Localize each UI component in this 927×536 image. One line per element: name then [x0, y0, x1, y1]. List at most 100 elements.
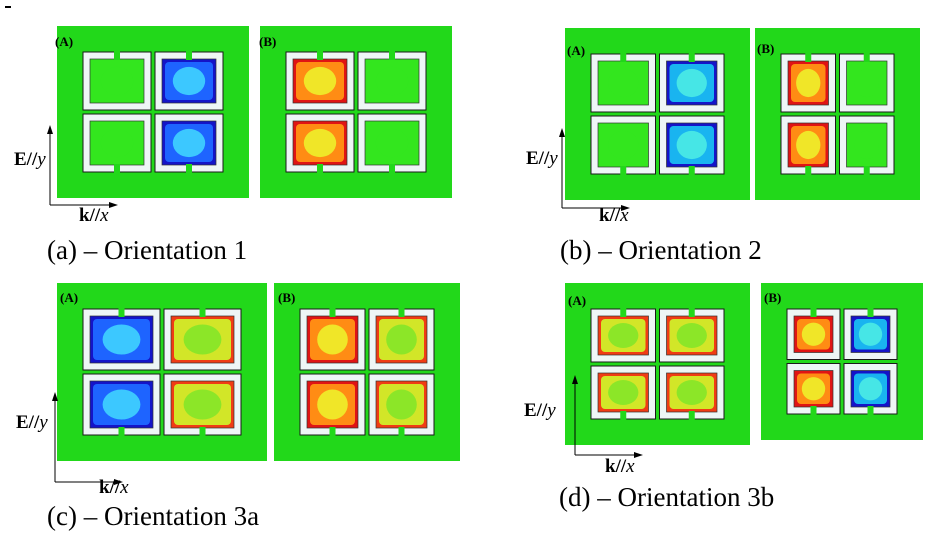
resonator-cell	[590, 365, 656, 420]
corner-mark	[5, 6, 11, 8]
ring-gap	[620, 53, 627, 62]
field-map	[565, 283, 750, 445]
ring-gap	[114, 51, 120, 60]
ring-gap	[329, 427, 336, 436]
cell-field-core	[801, 377, 826, 401]
cell-field-core	[100, 128, 134, 158]
cell-field-core	[375, 128, 409, 158]
cell-field-core	[102, 389, 141, 420]
ring-gap	[389, 51, 395, 60]
ring-gap	[688, 411, 695, 420]
cell-field-core	[608, 323, 639, 348]
axis-arrows	[47, 125, 118, 208]
cell-field-core	[858, 377, 883, 401]
resonator-cell	[82, 113, 152, 173]
ring-gap	[389, 164, 395, 173]
resonator-cell	[839, 115, 895, 175]
resonator-cell	[590, 53, 656, 113]
field-background	[761, 283, 923, 440]
axis-arrows	[572, 375, 643, 458]
field-map	[755, 28, 920, 200]
resonator-cell	[163, 373, 242, 436]
resonator-cell	[780, 53, 836, 113]
cell-field-core	[608, 130, 639, 160]
resonator-cell	[82, 308, 161, 371]
field-direction-label: E//y	[16, 412, 48, 433]
caption: (c) – Orientation 3a	[47, 501, 260, 531]
resonator-cell	[786, 363, 841, 415]
cell-field-core	[676, 380, 707, 405]
field-map	[274, 283, 460, 461]
panel-c-A	[57, 283, 267, 461]
cell-field-core	[100, 66, 134, 96]
cell-field-core	[183, 324, 222, 355]
resonator-cell	[368, 308, 435, 371]
ring-gap	[620, 411, 627, 420]
ring-gap	[199, 308, 206, 317]
resonator-cell	[843, 308, 898, 360]
cell-field-core	[676, 323, 707, 348]
axis-arrows	[559, 128, 630, 211]
resonator-cell	[163, 308, 242, 371]
resonator-cell	[659, 115, 725, 175]
field-direction-label: E//y	[526, 148, 558, 169]
ring-gap	[317, 164, 323, 173]
resonator-cell	[357, 51, 427, 111]
cell-field-core	[854, 68, 879, 98]
ring-gap	[688, 166, 695, 175]
resonator-cell	[780, 115, 836, 175]
cell-field-core	[608, 68, 639, 98]
field-direction-label: E//y	[524, 400, 556, 421]
ring-gap	[620, 166, 627, 175]
caption: (a) – Orientation 1	[47, 235, 248, 265]
cell-field-core	[858, 322, 883, 346]
panel-label: (A)	[60, 290, 79, 305]
cell-field-core	[102, 324, 141, 355]
caption: (b) – Orientation 2	[560, 235, 762, 265]
resonator-cell	[368, 373, 435, 436]
panel-label: (B)	[278, 290, 296, 305]
wave-direction-label: k//x	[599, 205, 629, 226]
resonator-cell	[357, 113, 427, 173]
panel-label: (A)	[55, 34, 74, 49]
resonator-cell	[659, 53, 725, 113]
ring-gap	[118, 427, 125, 436]
ring-gap	[620, 308, 627, 317]
ring-gap	[863, 53, 870, 62]
ring-gap	[867, 406, 874, 415]
ring-gap	[688, 53, 695, 62]
axis-arrows	[52, 392, 123, 485]
cell-field-core	[676, 130, 707, 160]
panel-d-B	[761, 283, 923, 440]
resonator-cell	[590, 115, 656, 175]
panel-d-A	[565, 283, 750, 445]
resonator-cell	[786, 308, 841, 360]
cell-field-core	[801, 322, 826, 346]
panel-a-A	[57, 26, 249, 198]
ring-gap	[199, 427, 206, 436]
ring-gap	[118, 308, 125, 317]
ring-gap	[688, 308, 695, 317]
cell-field-core	[796, 130, 821, 160]
cell-field-core	[183, 389, 222, 420]
ring-gap	[398, 427, 405, 436]
resonator-cell	[285, 51, 355, 111]
cell-field-core	[796, 68, 821, 98]
panel-a-B	[260, 26, 452, 198]
cell-field-core	[386, 324, 417, 355]
ring-gap	[114, 164, 120, 173]
cell-field-core	[317, 324, 348, 355]
cell-field-core	[303, 66, 337, 96]
ring-gap	[317, 51, 323, 60]
ring-gap	[810, 406, 817, 415]
resonator-cell	[82, 373, 161, 436]
cell-field-core	[608, 380, 639, 405]
resonator-cell	[299, 308, 366, 371]
field-background	[755, 28, 920, 200]
ring-gap	[805, 53, 812, 62]
panel-label: (A)	[567, 43, 586, 58]
field-direction-label: E//y	[14, 149, 46, 170]
ring-gap	[329, 308, 336, 317]
resonator-cell	[154, 113, 224, 173]
resonator-cell	[659, 308, 725, 363]
